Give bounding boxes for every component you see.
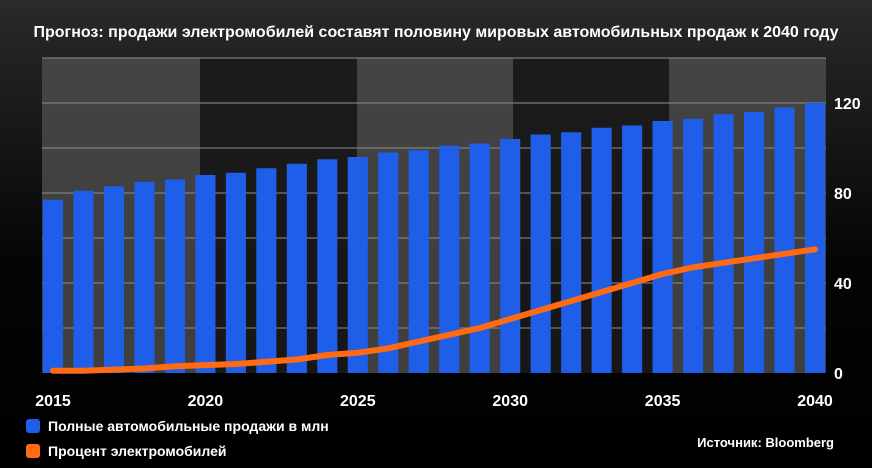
x-tick-label: 2035 — [645, 393, 681, 410]
bar — [743, 112, 765, 373]
y-tick-label: 40 — [834, 276, 852, 293]
bar — [622, 125, 643, 373]
bar — [378, 152, 399, 373]
bar — [164, 179, 185, 373]
chart-title: Прогноз: продажи электромобилей составят… — [33, 24, 839, 41]
x-tick-label: 2015 — [35, 393, 71, 410]
x-axis-ticks: 2015 2020 2025 2030 2035 2040 — [35, 393, 833, 410]
legend-label-ev-share: Процент электромобилей — [48, 443, 227, 459]
bar — [713, 114, 734, 373]
line-series — [50, 246, 818, 374]
bar — [804, 103, 826, 373]
legend-item-total-sales: Полные автомобильные продажи в млн — [26, 418, 329, 434]
x-tick-label: 2020 — [188, 393, 224, 410]
bar — [225, 172, 246, 373]
bar — [439, 145, 460, 373]
y-tick-label: 80 — [834, 186, 852, 203]
bar — [256, 168, 277, 373]
y-tick-label: 0 — [834, 366, 843, 383]
bar — [774, 107, 795, 373]
legend-swatch-line — [26, 444, 40, 458]
source-note: Источник: Bloomberg — [697, 435, 834, 450]
bar — [103, 186, 125, 373]
x-tick-label: 2040 — [797, 393, 833, 410]
x-tick-label: 2025 — [340, 393, 376, 410]
bar — [652, 121, 673, 373]
bar — [408, 150, 429, 373]
bar — [347, 157, 368, 373]
legend-item-ev-share: Процент электромобилей — [26, 443, 227, 459]
bar-series — [42, 103, 826, 373]
ev-share-line — [50, 246, 818, 374]
y-tick-label: 120 — [834, 96, 861, 113]
bar — [73, 190, 94, 373]
bar — [591, 127, 612, 373]
bar — [530, 134, 551, 373]
bar — [286, 163, 307, 373]
legend-swatch-bars — [26, 419, 40, 433]
bar — [134, 181, 155, 373]
bar — [195, 175, 216, 373]
x-tick-label: 2030 — [492, 393, 528, 410]
bar — [42, 199, 64, 373]
bar — [317, 159, 338, 373]
legend-label-total-sales: Полные автомобильные продажи в млн — [48, 418, 329, 434]
background-bands — [42, 58, 826, 373]
bar — [683, 118, 704, 373]
bar — [561, 132, 582, 373]
y-axis-ticks: 0 40 80 120 — [834, 96, 861, 383]
bar — [469, 143, 490, 373]
bar — [500, 139, 521, 373]
